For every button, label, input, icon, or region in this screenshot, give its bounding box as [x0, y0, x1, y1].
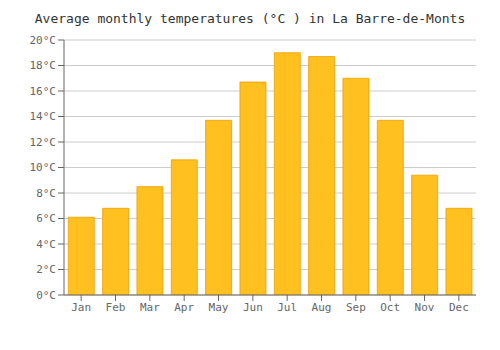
svg-text:Aug: Aug [312, 301, 332, 314]
svg-text:4°C: 4°C [36, 238, 56, 251]
html-text:Average monthly temperatures (: Average monthly temperatures (°C ) in La… [34, 11, 466, 26]
svg-text:10°C: 10°C [30, 161, 57, 174]
svg-text:Jun: Jun [243, 301, 263, 314]
svg-text:Oct: Oct [380, 301, 400, 314]
svg-text:20°C: 20°C [30, 34, 57, 47]
svg-text:Dec: Dec [449, 301, 469, 314]
svg-text:6°C: 6°C [36, 212, 56, 225]
svg-text:Apr: Apr [174, 301, 194, 314]
svg-text:Feb: Feb [106, 301, 126, 314]
svg-text:12°C: 12°C [30, 136, 57, 149]
svg-text:Nov: Nov [415, 301, 435, 314]
svg-text:18°C: 18°C [30, 59, 57, 72]
svg-text:Mar: Mar [140, 301, 160, 314]
svg-text:Jan: Jan [71, 301, 91, 314]
svg-text:8°C: 8°C [36, 187, 56, 200]
svg-text:May: May [209, 301, 229, 314]
svg-text:0°C: 0°C [36, 289, 56, 302]
svg-text:Sep: Sep [346, 301, 366, 314]
svg-text:Jul: Jul [277, 301, 297, 314]
svg-text:2°C: 2°C [36, 263, 56, 276]
svg-text:16°C: 16°C [30, 85, 57, 98]
svg-text:14°C: 14°C [30, 110, 57, 123]
